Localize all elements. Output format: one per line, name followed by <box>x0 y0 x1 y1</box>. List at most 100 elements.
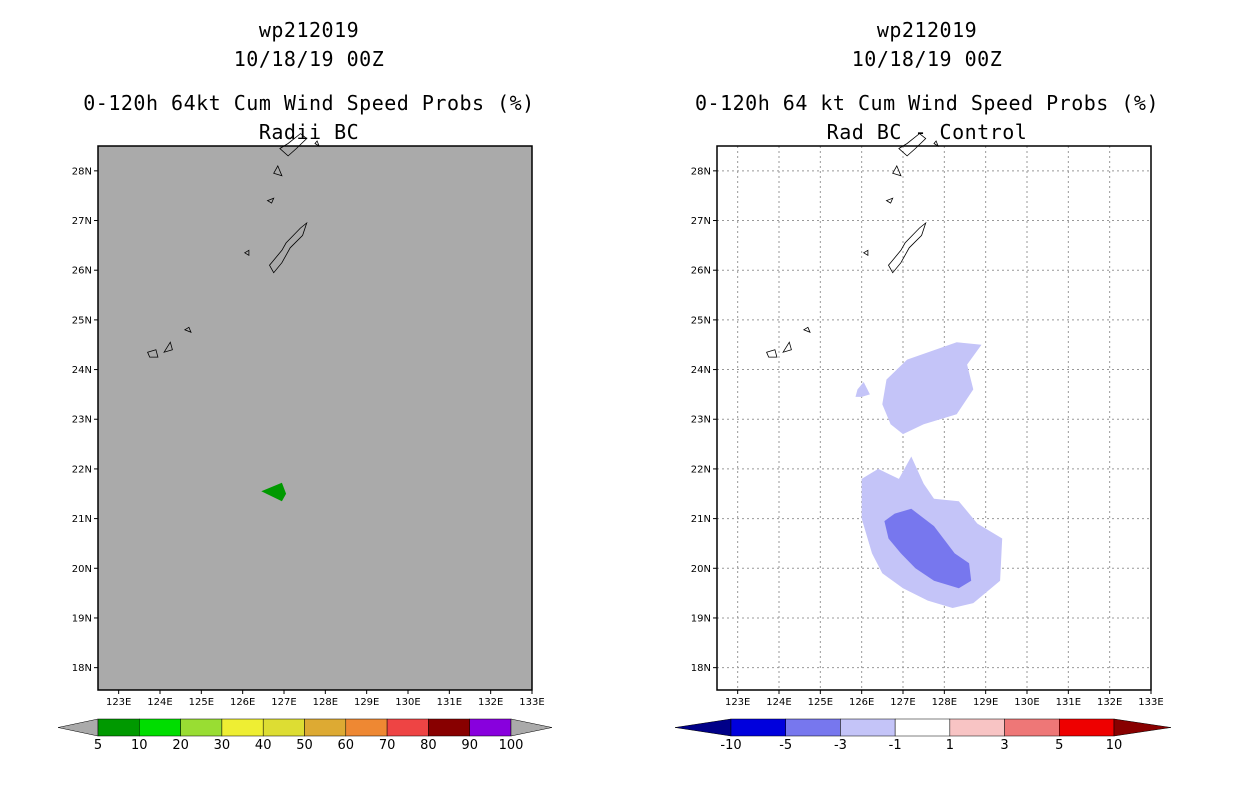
coastline <box>314 140 320 147</box>
coastline <box>766 349 778 358</box>
colorbar-label: 100 <box>499 738 524 753</box>
colorbar-label: 5 <box>94 738 102 753</box>
lon-tick-label: 123E <box>725 697 750 708</box>
colorbar-label: 80 <box>420 738 437 753</box>
coastline <box>279 133 308 157</box>
lat-tick-label: 28N <box>691 166 711 177</box>
lon-tick-label: 125E <box>808 697 833 708</box>
colorbar-swatch <box>785 718 841 737</box>
lat-tick-label: 23N <box>691 415 711 426</box>
colorbar-label: 30 <box>214 738 231 753</box>
lon-tick-label: 126E <box>849 697 874 708</box>
lat-tick-label: 22N <box>72 464 92 475</box>
lon-tick-label: 132E <box>478 697 503 708</box>
colorbar-swatch <box>345 718 388 737</box>
lon-tick-label: 127E <box>890 697 915 708</box>
lon-tick-label: 125E <box>189 697 214 708</box>
lon-tick-label: 133E <box>1138 697 1163 708</box>
lon-tick-label: 126E <box>230 697 255 708</box>
colorbar-swatch <box>1059 718 1115 737</box>
probability-area <box>855 382 870 397</box>
colorbar-extend-right <box>1113 718 1172 737</box>
lon-tick-label: 123E <box>106 697 131 708</box>
lat-tick-label: 20N <box>691 564 711 575</box>
lat-tick-label: 27N <box>691 216 711 227</box>
right-title-date: 10/18/19 00Z <box>851 47 1003 71</box>
colorbar-swatch <box>97 718 140 737</box>
right-map-chart: 123E 124E 125E 126E 127E 128E 129E 130E 131E 132E… <box>674 133 1172 753</box>
colorbar-label: 10 <box>1106 738 1123 753</box>
lon-tick-label: 129E <box>354 697 379 708</box>
colorbar-label: 5 <box>1055 738 1063 753</box>
colorbar-swatch <box>428 718 470 737</box>
coastline <box>243 249 250 257</box>
lat-tick-label: 27N <box>72 216 92 227</box>
map-frame <box>716 145 1152 691</box>
map-background <box>98 146 532 690</box>
colorbar-swatch <box>1004 718 1060 737</box>
coastline <box>269 221 308 274</box>
colorbar-label: -5 <box>779 738 792 753</box>
coastline <box>147 349 159 358</box>
lon-tick-label: 133E <box>519 697 544 708</box>
coastline <box>163 341 173 353</box>
left-title-subtitle: Radii BC <box>258 120 360 144</box>
probability-area <box>261 482 287 502</box>
lon-tick-label: 124E <box>766 697 791 708</box>
colorbar-swatch <box>840 718 896 737</box>
left-panel: wp212019 10/18/19 00Z 0-120h 64kt Cum Wi… <box>57 18 553 753</box>
lat-tick-label: 22N <box>691 464 711 475</box>
coastline <box>898 133 927 157</box>
lat-tick-label: 24N <box>72 365 92 376</box>
coastline <box>266 197 275 204</box>
coastline <box>273 164 283 177</box>
colorbar-label: -3 <box>834 738 847 753</box>
coastline <box>885 197 894 204</box>
colorbar-swatch <box>469 718 512 737</box>
coastline <box>183 326 192 334</box>
lon-tick-label: 130E <box>395 697 420 708</box>
right-title-product: 0-120h 64 kt Cum Wind Speed Probs (%) <box>694 91 1160 115</box>
lat-tick-label: 19N <box>691 613 711 624</box>
left-title-date: 10/18/19 00Z <box>233 47 385 71</box>
lat-tick-label: 18N <box>691 663 711 674</box>
lon-tick-label: 130E <box>1014 697 1039 708</box>
colorbar-extend-left <box>57 718 99 737</box>
probability-area <box>882 342 982 435</box>
lon-tick-label: 128E <box>932 697 957 708</box>
colorbar-label: 40 <box>255 738 272 753</box>
colorbar-swatch <box>386 718 429 737</box>
colorbar-label: 3 <box>1000 738 1008 753</box>
lat-tick-label: 26N <box>72 266 92 277</box>
lat-tick-label: 19N <box>72 613 92 624</box>
colorbar-swatch <box>949 718 1005 737</box>
probability-area <box>884 508 972 589</box>
lat-tick-label: 18N <box>72 663 92 674</box>
lat-tick-label: 23N <box>72 415 92 426</box>
colorbar-label: -1 <box>889 738 902 753</box>
coastline <box>802 326 811 334</box>
lon-tick-label: 129E <box>973 697 998 708</box>
lat-tick-label: 26N <box>691 266 711 277</box>
colorbar-swatch <box>304 718 347 737</box>
lat-tick-label: 21N <box>691 514 711 525</box>
colorbar-label: 10 <box>131 738 148 753</box>
colorbar-swatch <box>730 718 786 737</box>
coastline <box>892 164 902 177</box>
colorbar-label: 20 <box>172 738 189 753</box>
lon-tick-label: 124E <box>147 697 172 708</box>
lat-tick-label: 21N <box>72 514 92 525</box>
colorbar-label: 70 <box>379 738 396 753</box>
lon-tick-label: 132E <box>1097 697 1122 708</box>
colorbar-label: 50 <box>296 738 313 753</box>
colorbar-label: 90 <box>461 738 478 753</box>
lat-tick-label: 20N <box>72 564 92 575</box>
left-map-chart: 123E 124E 125E 126E 127E 128E 129E 130E 131E 132E… <box>57 133 553 753</box>
right-panel: wp212019 10/18/19 00Z 0-120h 64 kt Cum W… <box>618 0 1236 800</box>
colorbar-swatch <box>221 718 264 737</box>
colorbar-label: 1 <box>946 738 954 753</box>
lon-tick-label: 131E <box>1056 697 1081 708</box>
colorbar-swatch <box>180 718 223 737</box>
colorbar-label: -10 <box>720 738 741 753</box>
colorbar-swatch <box>894 718 951 737</box>
